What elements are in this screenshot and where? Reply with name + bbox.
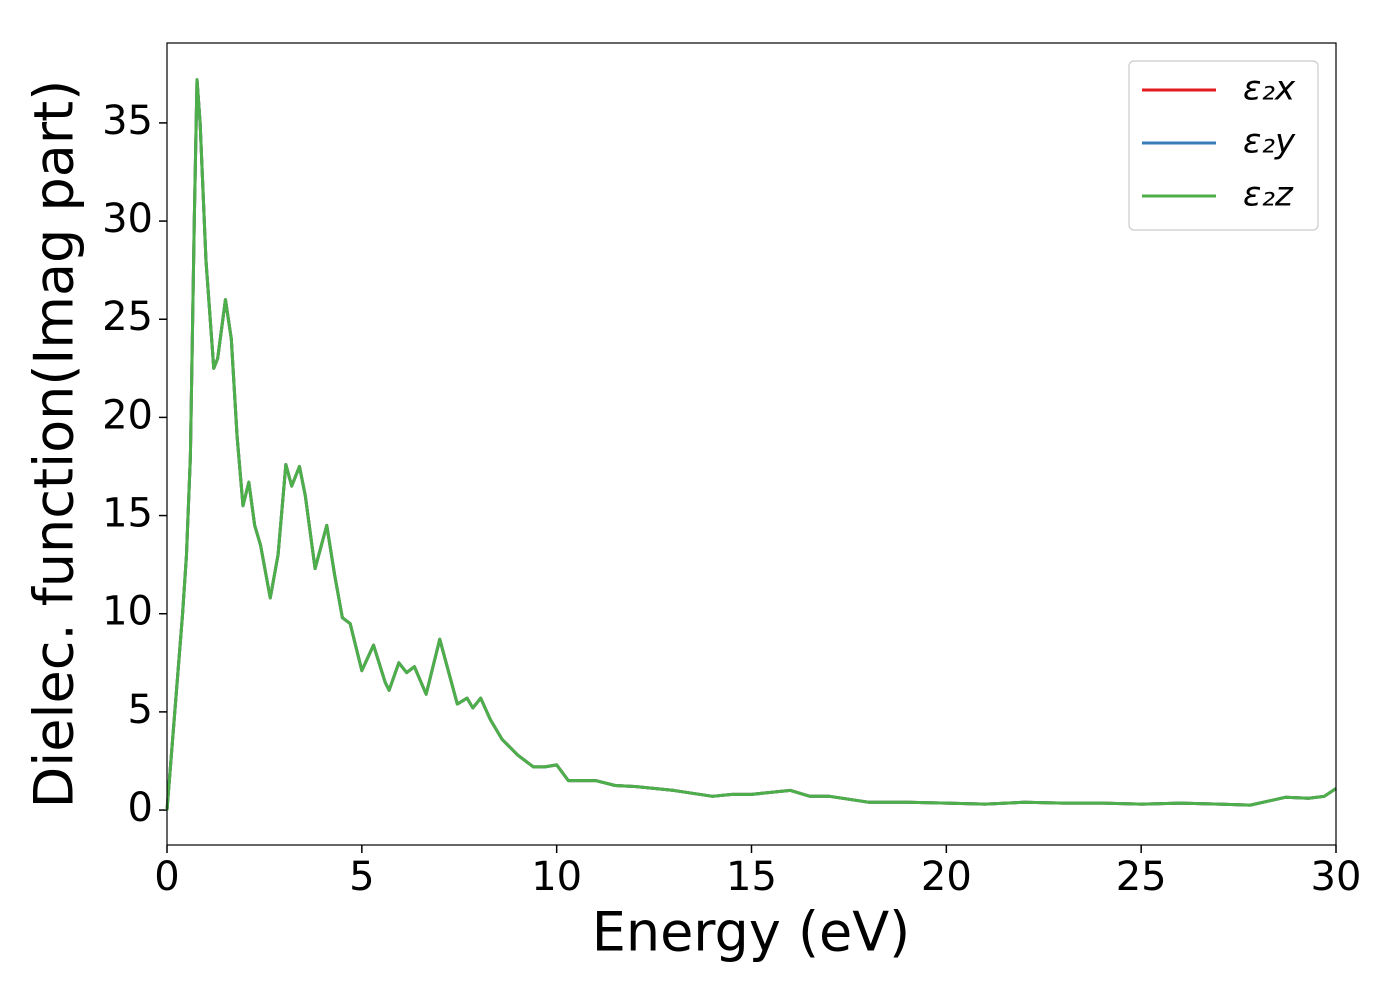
x-tick-label: 5 <box>349 854 374 900</box>
legend-label: ε₂y <box>1243 122 1296 162</box>
plot-frame <box>166 42 1337 846</box>
y-tick-label: 15 <box>102 491 153 537</box>
x-tick-label: 20 <box>921 854 972 900</box>
y-tick-label: 10 <box>102 589 153 635</box>
x-tick-label: 0 <box>154 854 179 900</box>
y-tick-label: 20 <box>102 392 153 438</box>
legend-label: ε₂z <box>1243 175 1294 215</box>
x-tick-label: 30 <box>1311 854 1362 900</box>
legend-label: ε₂x <box>1243 69 1296 109</box>
x-tick-label: 25 <box>1116 854 1167 900</box>
y-axis-label: Dielec. function(Imag part) <box>23 80 86 809</box>
y-tick-label: 5 <box>128 687 153 733</box>
y-tick-label: 35 <box>102 98 153 144</box>
y-tick-label: 25 <box>102 294 153 340</box>
x-axis-label: Energy (eV) <box>592 901 911 964</box>
y-tick-label: 0 <box>128 785 153 831</box>
x-tick-label: 15 <box>726 854 777 900</box>
y-tick-label: 30 <box>102 196 153 242</box>
line-series <box>165 78 1337 811</box>
legend-box <box>1128 60 1319 231</box>
x-tick-label: 10 <box>531 854 582 900</box>
